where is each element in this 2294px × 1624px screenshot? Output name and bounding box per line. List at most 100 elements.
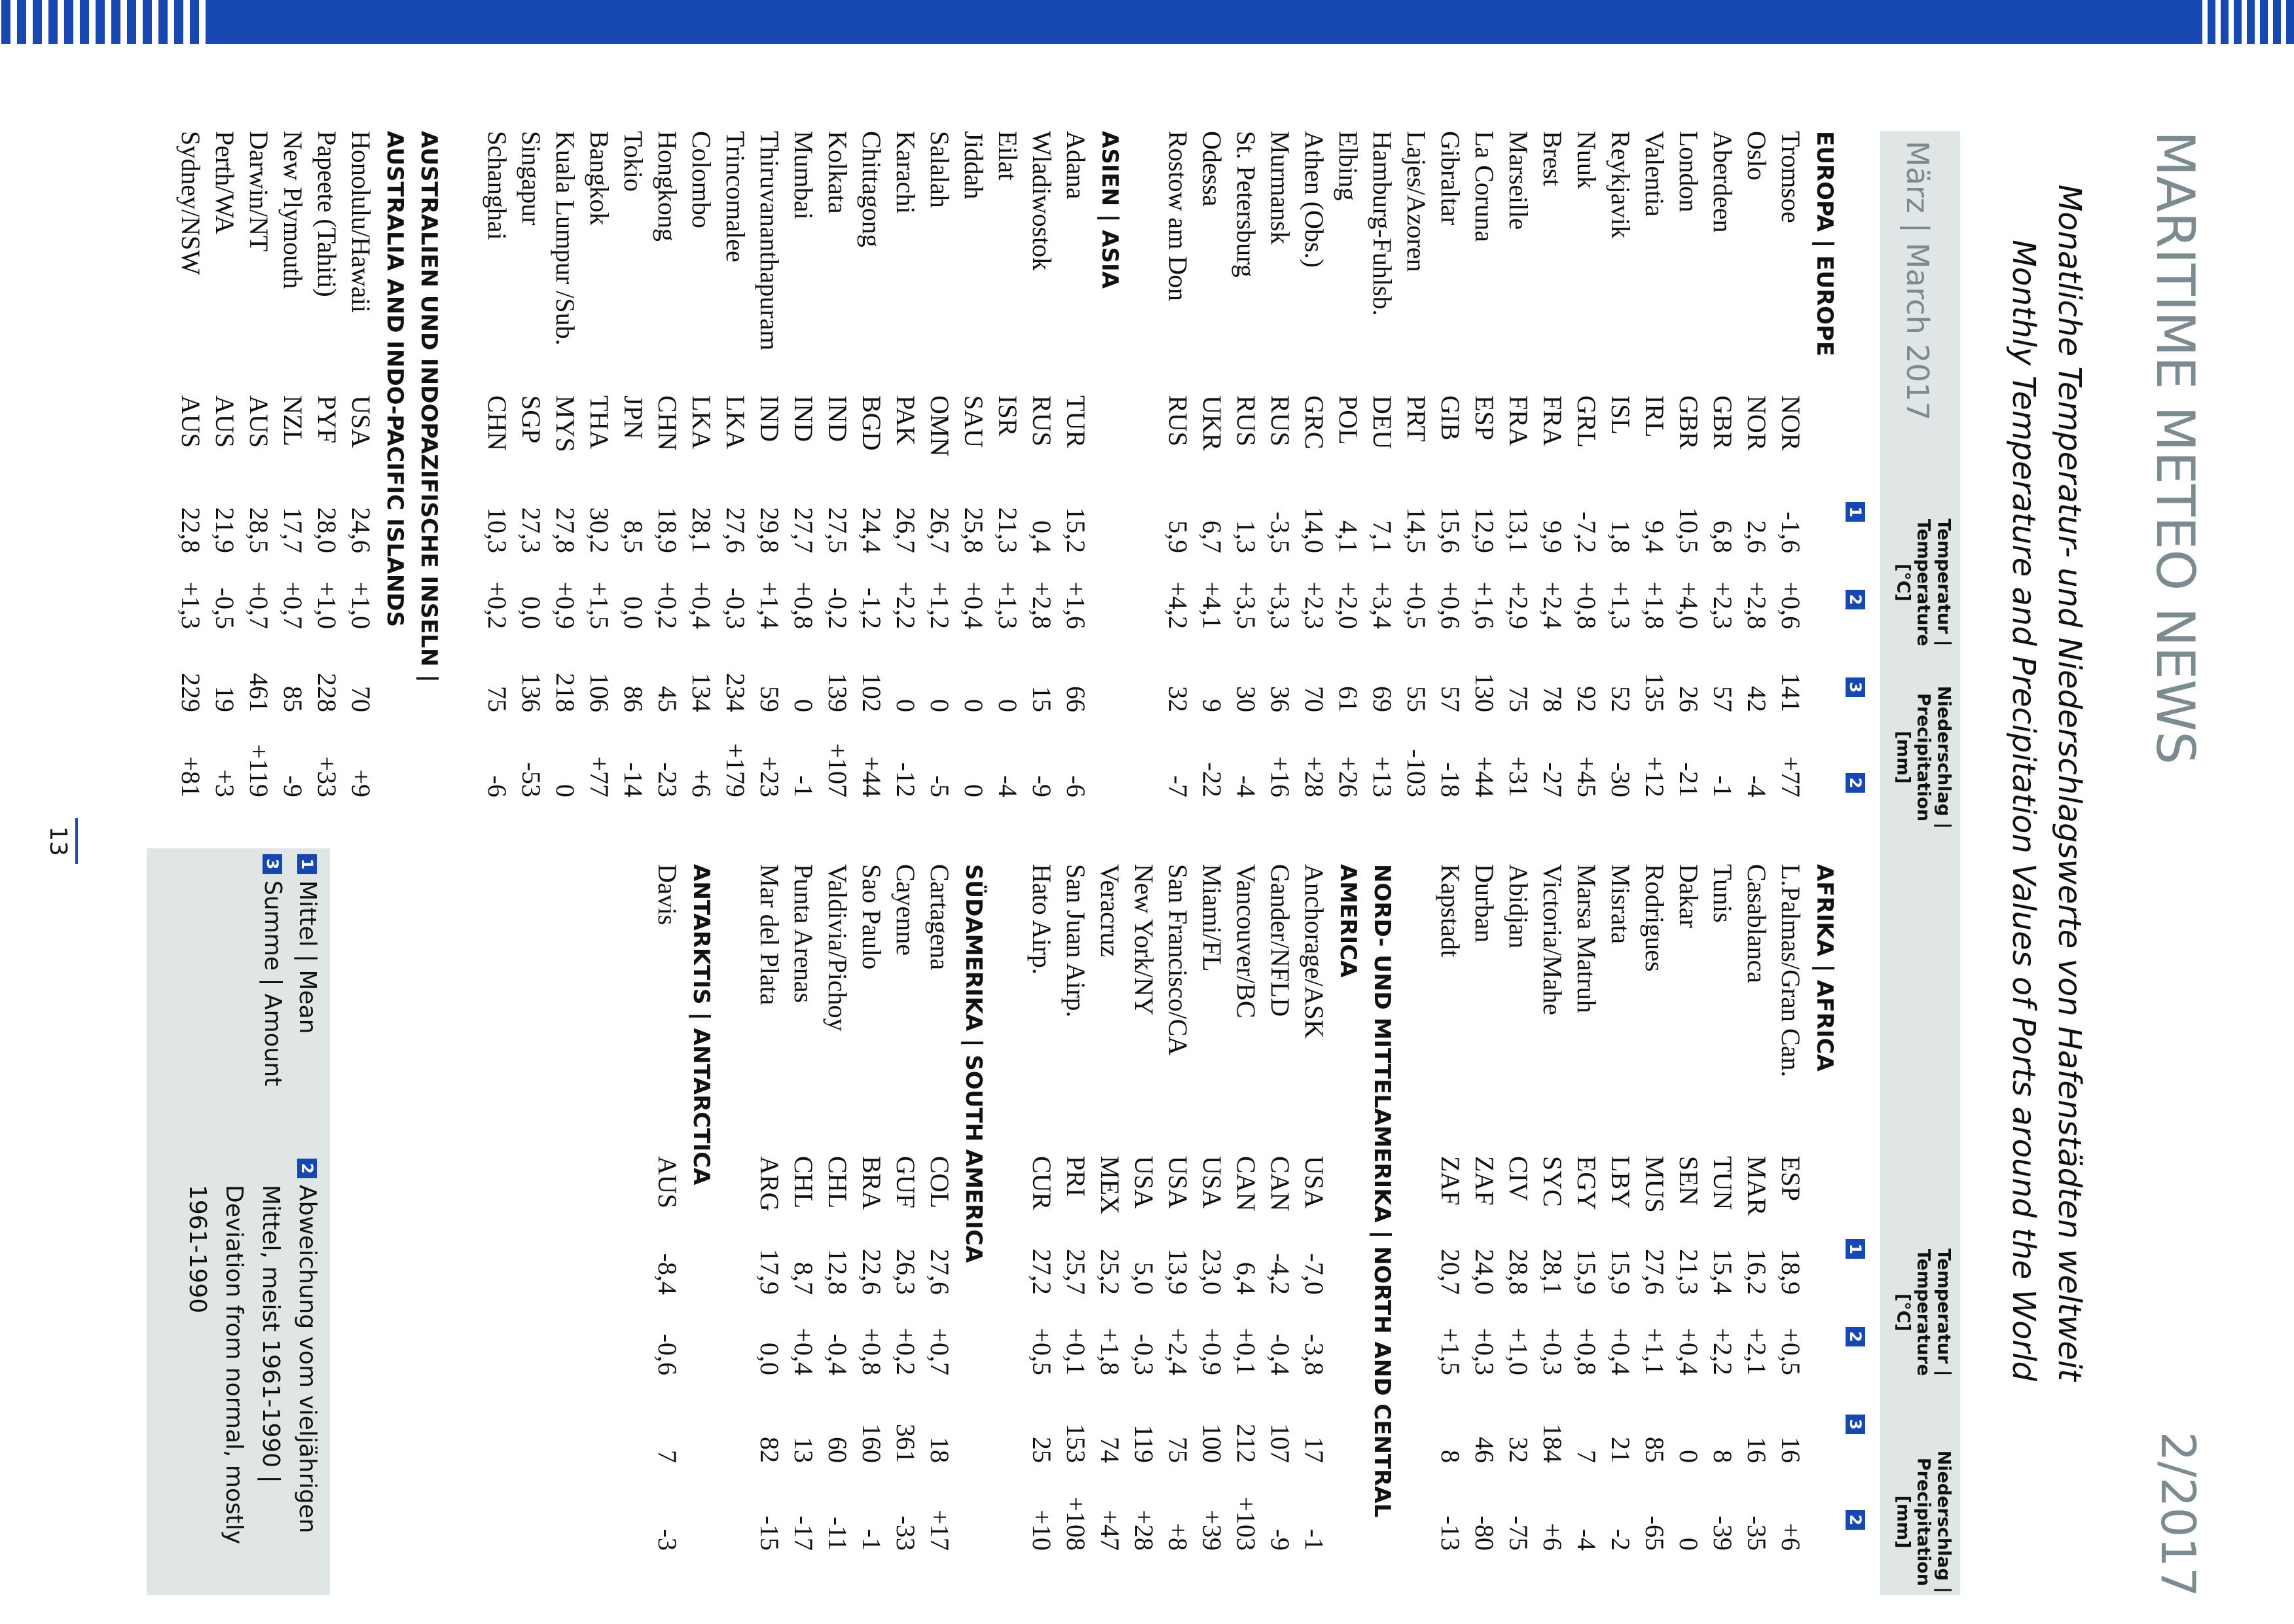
month: März | March 2017 bbox=[1900, 141, 1935, 421]
country-code: ISR bbox=[993, 395, 1023, 437]
cell-value: +28 bbox=[1300, 756, 1329, 797]
cell-value: 5,0 bbox=[1129, 1262, 1159, 1295]
cell-value: 24,0 bbox=[1470, 1249, 1499, 1295]
cell-value: 6,4 bbox=[1231, 1262, 1261, 1295]
cell-value: 14,5 bbox=[1402, 507, 1431, 553]
cell-value: -1 bbox=[857, 1528, 886, 1551]
legend-text: Summe | Amount bbox=[259, 880, 286, 1087]
port-name: London bbox=[1674, 131, 1703, 213]
cell-value: +0,4 bbox=[789, 1327, 818, 1375]
column-header: Temperature bbox=[1913, 518, 1934, 647]
country-code: LKA bbox=[721, 395, 750, 450]
port-name: Vancouver/BC bbox=[1231, 864, 1261, 1019]
port-name: Nuuk bbox=[1572, 131, 1601, 189]
port-name: Rostow am Don bbox=[1163, 131, 1193, 301]
cell-value: 135 bbox=[1640, 673, 1669, 712]
cell-value: +0,8 bbox=[1572, 1327, 1601, 1375]
port-name: Abidjan bbox=[1504, 864, 1533, 948]
country-code: CAN bbox=[1231, 1156, 1261, 1212]
port-name: Tunis bbox=[1708, 864, 1738, 923]
country-code: IND bbox=[823, 395, 852, 442]
cell-value: -33 bbox=[891, 1515, 920, 1551]
cell-value: 23,0 bbox=[1197, 1249, 1227, 1295]
edge-stripes bbox=[2196, 0, 2294, 44]
port-name: Cayenne bbox=[891, 864, 920, 956]
cell-value: 7 bbox=[1572, 1450, 1601, 1463]
cell-value: 69 bbox=[1368, 686, 1397, 712]
cell-value: -3 bbox=[653, 1528, 682, 1551]
cell-value: -0,4 bbox=[1265, 1333, 1295, 1375]
cell-value: 57 bbox=[1708, 686, 1738, 712]
cell-value: +6 bbox=[1776, 1523, 1806, 1551]
column-header: [°C] bbox=[1893, 564, 1914, 602]
cell-value: +0,2 bbox=[482, 581, 512, 629]
country-code: IRL bbox=[1640, 395, 1669, 438]
port-name: Papeete (Tahiti) bbox=[312, 131, 342, 297]
cell-value: 27,7 bbox=[789, 507, 818, 553]
cell-value: 0 bbox=[959, 699, 989, 712]
port-name: Marseille bbox=[1504, 131, 1533, 230]
country-code: NOR bbox=[1776, 395, 1806, 451]
port-name: Colombo bbox=[687, 131, 716, 228]
cell-value: +1,8 bbox=[1640, 581, 1669, 629]
cell-value: +1,0 bbox=[312, 581, 342, 629]
cell-value: +8 bbox=[1163, 1523, 1193, 1551]
cell-value: +0,3 bbox=[1538, 1327, 1567, 1375]
port-name: Salalah bbox=[925, 131, 955, 208]
country-code: MYS bbox=[551, 395, 580, 452]
port-name: Lajes/Azoren bbox=[1402, 131, 1431, 272]
cell-value: +2,4 bbox=[1163, 1327, 1193, 1375]
column-header: Temperatur | bbox=[1933, 518, 1954, 647]
port-name: Hamburg-Fuhlsb. bbox=[1368, 131, 1397, 316]
cell-value: 57 bbox=[1436, 686, 1465, 712]
country-code: MEX bbox=[1095, 1156, 1125, 1214]
cell-value: -35 bbox=[1742, 1515, 1772, 1551]
country-code: OMN bbox=[925, 395, 955, 457]
cell-value: 28,8 bbox=[1504, 1249, 1533, 1295]
cell-value: -4,2 bbox=[1265, 1253, 1295, 1295]
cell-value: +0,4 bbox=[1674, 1327, 1703, 1375]
country-code: GBR bbox=[1674, 395, 1703, 450]
country-code: GIB bbox=[1436, 395, 1465, 441]
column-header: Precipitation bbox=[1913, 693, 1934, 822]
cell-value: 19 bbox=[210, 686, 240, 712]
country-code: GUF bbox=[891, 1156, 920, 1209]
legend-text: 1961-1990 bbox=[184, 1185, 211, 1314]
cell-value: 136 bbox=[517, 673, 546, 712]
cell-value: 27,6 bbox=[1640, 1249, 1669, 1295]
cell-value: 25 bbox=[1027, 1437, 1057, 1463]
cell-value: 13 bbox=[789, 1437, 818, 1463]
cell-value: 27,3 bbox=[517, 507, 546, 553]
section-title: EUROPA | EUROPE bbox=[1812, 131, 1838, 357]
cell-value: +0,7 bbox=[244, 581, 274, 629]
port-name: Sydney/NSW bbox=[176, 131, 206, 275]
cell-value: +39 bbox=[1197, 1509, 1227, 1551]
cell-value: -0,4 bbox=[823, 1333, 852, 1375]
column-header: Temperature bbox=[1913, 1248, 1934, 1377]
legend-text: Abweichung vom vieljährigen bbox=[294, 1185, 321, 1534]
column-marker: 1 bbox=[1846, 502, 1865, 522]
port-name: Cartagena bbox=[925, 864, 955, 971]
cell-value: +0,7 bbox=[278, 581, 308, 629]
cell-value: +0,1 bbox=[1231, 1327, 1261, 1375]
cell-value: 52 bbox=[1606, 686, 1635, 712]
cell-value: +3,5 bbox=[1231, 581, 1261, 629]
port-name: Kapstadt bbox=[1436, 864, 1465, 958]
port-name: Adana bbox=[1061, 131, 1091, 200]
country-code: USA bbox=[1300, 1156, 1329, 1209]
port-name: Odessa bbox=[1197, 131, 1227, 207]
heading: Monthly Temperature and Precipitation Va… bbox=[2005, 240, 2042, 1381]
cell-value: 13,1 bbox=[1504, 507, 1533, 553]
cell-value: 21,3 bbox=[1674, 1249, 1703, 1295]
cell-value: 100 bbox=[1197, 1424, 1227, 1463]
cell-value: 212 bbox=[1231, 1424, 1261, 1463]
cell-value: +44 bbox=[857, 756, 886, 797]
cell-value: 26 bbox=[1674, 686, 1703, 712]
cell-value: +23 bbox=[755, 756, 784, 797]
cell-value: -14 bbox=[619, 762, 648, 797]
cell-value: -4 bbox=[1231, 775, 1261, 797]
cell-value: 28,1 bbox=[687, 507, 716, 553]
cell-value: 92 bbox=[1572, 686, 1601, 712]
issue: 2/2017 bbox=[2151, 1431, 2206, 1597]
